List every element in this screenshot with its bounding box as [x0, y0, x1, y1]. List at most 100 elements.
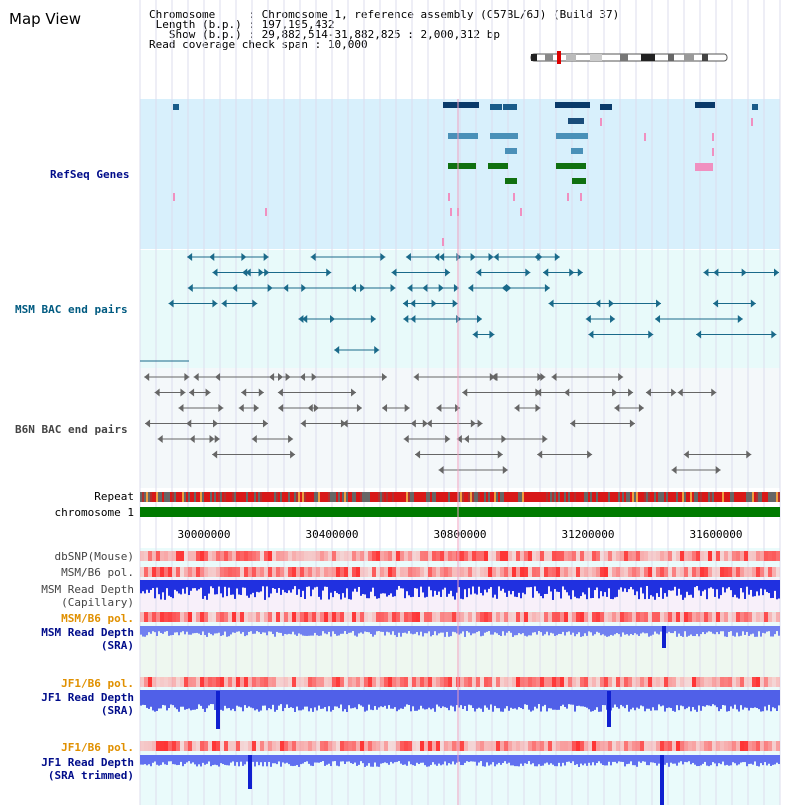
- track-label-jf1-depth-sra[interactable]: JF1 Read Depth: [41, 691, 134, 704]
- depth-bar: [376, 690, 378, 710]
- depth-bar: [650, 580, 652, 596]
- depth-bar: [586, 580, 588, 600]
- heat-cell: [148, 677, 152, 687]
- repeat-segment: [364, 492, 366, 502]
- heat-cell: [212, 741, 216, 751]
- depth-bar: [344, 755, 346, 765]
- heat-cell: [748, 612, 752, 622]
- depth-bar: [242, 755, 244, 766]
- depth-bar: [602, 755, 604, 765]
- chromosome-ideogram[interactable]: [530, 51, 728, 64]
- bac-end-marker: [267, 284, 273, 292]
- depth-bar: [512, 580, 514, 592]
- depth-bar: [348, 690, 350, 706]
- track-label-jf1-b6-pol-2[interactable]: JF1/B6 pol.: [61, 741, 134, 754]
- track-label-msm-depth-cap[interactable]: MSM Read Depth: [41, 583, 134, 596]
- depth-bar: [740, 755, 742, 763]
- depth-bar: [546, 626, 548, 632]
- depth-bar: [174, 580, 176, 590]
- heat-cell: [288, 612, 292, 622]
- track-label-jf1-b6-pol[interactable]: JF1/B6 pol.: [61, 677, 134, 690]
- depth-bar: [674, 690, 676, 712]
- depth-bar: [396, 626, 398, 637]
- depth-bar: [174, 755, 176, 765]
- depth-bar: [764, 580, 766, 590]
- msm-bac-pairs[interactable]: [140, 253, 779, 362]
- heat-cell: [212, 567, 216, 577]
- heat-cell: [380, 612, 384, 622]
- heat-cell: [560, 741, 564, 751]
- repeat-segment: [656, 492, 658, 502]
- depth-bar: [554, 580, 556, 590]
- depth-bar: [678, 755, 680, 763]
- depth-bar: [404, 626, 406, 633]
- bac-end-marker: [403, 315, 409, 323]
- repeat-segment: [230, 492, 232, 502]
- depth-bar: [772, 626, 774, 637]
- repeat-segment: [320, 492, 322, 502]
- heat-cell: [684, 612, 688, 622]
- depth-bar: [270, 690, 272, 710]
- depth-bar: [404, 580, 406, 599]
- repeat-segment: [692, 492, 694, 502]
- heat-cell: [612, 551, 616, 561]
- track-label-repeat[interactable]: Repeat: [94, 490, 134, 503]
- depth-bar: [622, 580, 624, 592]
- depth-bar: [156, 755, 158, 765]
- track-label-b6n-bac[interactable]: B6N BAC end pairs: [15, 423, 128, 436]
- repeat-segment: [152, 492, 154, 502]
- track-label-msm-depth-sra[interactable]: MSM Read Depth: [41, 626, 134, 639]
- track-label-msm-b6-pol[interactable]: MSM/B6 pol.: [61, 566, 134, 579]
- depth-bar: [382, 755, 384, 764]
- depth-bar: [402, 626, 404, 633]
- depth-bar: [386, 580, 388, 597]
- heat-cell: [508, 677, 512, 687]
- b6n-bac-pairs[interactable]: [144, 373, 752, 474]
- depth-bar: [168, 755, 170, 762]
- heat-cell: [156, 677, 160, 687]
- track-label-msm-b6-pol-2[interactable]: MSM/B6 pol.: [61, 612, 134, 625]
- track-label-chromosome[interactable]: chromosome 1: [54, 506, 134, 519]
- depth-bar: [216, 626, 218, 634]
- depth-bar: [330, 626, 332, 637]
- depth-bar: [270, 580, 272, 594]
- track-label-refseq[interactable]: RefSeq Genes: [50, 168, 130, 181]
- track-label-dbsnp[interactable]: dbSNP(Mouse): [54, 550, 134, 563]
- track-label-msm-bac[interactable]: MSM BAC end pairs: [15, 303, 128, 316]
- depth-bar: [764, 690, 766, 707]
- refseq-genes[interactable]: [173, 102, 758, 246]
- heat-cell: [392, 567, 396, 577]
- depth-bar: [482, 580, 484, 596]
- depth-bar: [268, 626, 270, 632]
- heat-cell: [440, 551, 444, 561]
- depth-bar: [334, 755, 336, 762]
- heat-cell: [724, 612, 728, 622]
- depth-bar: [306, 580, 308, 587]
- depth-bar: [608, 626, 610, 637]
- heat-cell: [720, 551, 724, 561]
- repeat-segment: [616, 492, 618, 502]
- bac-end-marker: [241, 388, 247, 397]
- repeat-segment: [680, 492, 682, 502]
- heat-cell: [348, 677, 352, 687]
- heat-cell: [172, 567, 176, 577]
- depth-bar: [476, 626, 478, 633]
- depth-bar: [706, 690, 708, 706]
- depth-bar: [598, 755, 600, 762]
- repeat-segment: [664, 492, 666, 502]
- bac-end-marker: [288, 435, 294, 443]
- depth-bar: [406, 580, 408, 592]
- depth-bar: [730, 626, 732, 632]
- track-label-jf1-depth-trim[interactable]: JF1 Read Depth: [41, 756, 134, 769]
- heat-cell: [192, 741, 196, 751]
- depth-bar: [432, 690, 434, 709]
- depth-bar: [412, 626, 414, 635]
- depth-bar: [388, 690, 390, 706]
- depth-bar: [274, 626, 276, 637]
- repeat-segment: [754, 492, 756, 502]
- heat-cell: [724, 741, 728, 751]
- heat-cell: [772, 551, 776, 561]
- repeat-segment: [596, 492, 598, 502]
- heat-cell: [772, 677, 776, 687]
